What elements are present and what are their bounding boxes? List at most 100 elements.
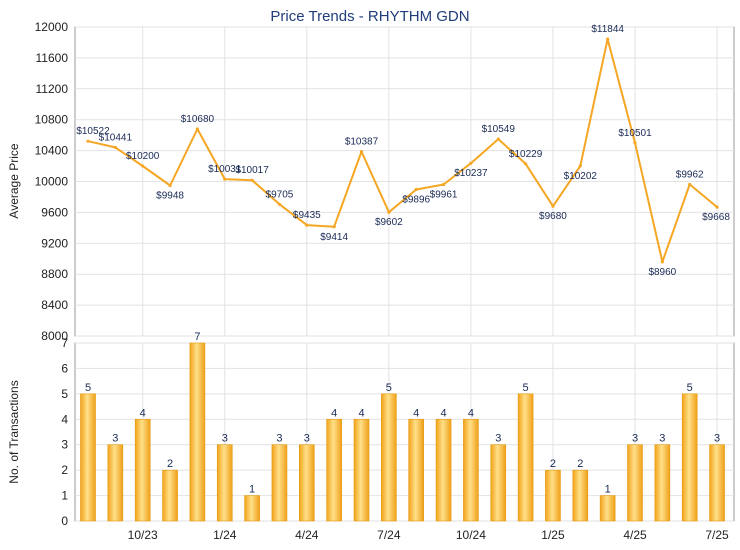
transactions-bar — [107, 444, 124, 522]
transactions-data-label: 4 — [468, 407, 474, 419]
price-point — [578, 164, 582, 168]
price-point — [633, 141, 637, 145]
price-y-tick-label: 9200 — [41, 236, 68, 250]
x-tick-label: 10/24 — [456, 528, 486, 542]
price-point — [168, 183, 172, 188]
transactions-data-label: 5 — [523, 382, 529, 394]
x-tick-label: 10/23 — [128, 528, 158, 542]
transactions-y-tick-label: 0 — [61, 514, 68, 528]
price-point — [359, 150, 364, 154]
transactions-data-label: 5 — [85, 382, 91, 394]
transactions-bar — [627, 444, 643, 522]
transactions-data-label: 4 — [358, 407, 364, 419]
price-point — [606, 37, 610, 41]
transactions-bar — [681, 393, 698, 522]
transactions-bar — [162, 469, 178, 522]
transactions-data-label: 5 — [687, 382, 693, 394]
transactions-data-label: 3 — [659, 433, 665, 445]
price-data-label: $10202 — [564, 171, 598, 182]
transactions-bar — [298, 444, 315, 522]
price-y-axis-label: Average Price — [7, 143, 21, 218]
transactions-data-label: 3 — [495, 433, 501, 445]
price-data-label: $9705 — [266, 189, 294, 200]
price-line — [87, 38, 718, 263]
price-grid — [75, 26, 734, 337]
x-tick-label: 1/24 — [213, 528, 237, 542]
x-axis: 10/23 1/24 4/24 7/24 10/24 1/25 4/25 7/25 — [128, 528, 729, 542]
transactions-bar — [353, 418, 370, 522]
transactions-data-label: 7 — [194, 331, 200, 343]
price-y-tick-label: 8800 — [41, 267, 68, 281]
transactions-data-label: 2 — [550, 458, 556, 470]
price-y-tick-label: 11600 — [36, 51, 69, 65]
transactions-bar — [463, 418, 479, 522]
price-data-label: $9962 — [676, 169, 704, 180]
transactions-data-label: 3 — [714, 433, 720, 445]
price-data-label: $11844 — [591, 24, 624, 35]
price-data-label: $10501 — [618, 128, 652, 139]
transactions-data-label: 4 — [413, 407, 419, 419]
price-data-label: $9896 — [402, 195, 430, 206]
price-data-label: $10229 — [509, 149, 543, 160]
transactions-bar — [435, 418, 452, 522]
price-data-label: $10441 — [99, 132, 133, 143]
x-tick-label: 7/25 — [705, 528, 729, 542]
transactions-y-tick-label: 1 — [61, 489, 68, 503]
price-y-tick-label: 8400 — [41, 298, 68, 312]
x-tick-label: 4/25 — [623, 528, 647, 542]
chart-title: Price Trends - RHYTHM GDN — [270, 8, 469, 25]
transactions-plot-area — [74, 342, 735, 522]
transactions-y-tick-label: 4 — [61, 412, 68, 426]
price-point — [250, 178, 254, 182]
transactions-y-axis: 0 1 2 3 4 5 6 7 — [61, 336, 68, 528]
price-point — [277, 202, 282, 206]
price-point — [715, 205, 719, 209]
price-data-label: $10549 — [482, 124, 516, 135]
price-y-tick-label: 11200 — [36, 82, 69, 96]
transactions-bar — [134, 418, 151, 522]
price-point — [496, 137, 500, 141]
price-point — [660, 260, 664, 264]
price-y-axis: 8000 8400 8800 9200 9600 10000 10400 10800 11200… — [35, 20, 69, 343]
price-point — [223, 177, 227, 181]
transactions-bar — [654, 444, 671, 522]
transactions-data-label: 3 — [112, 433, 118, 445]
price-data-label: $9961 — [430, 190, 458, 201]
price-data-label: $9602 — [375, 217, 403, 228]
price-line-series: $10522$10441 $10200 $9948 $10680 $10031$1001… — [76, 24, 730, 278]
transactions-data-label: 4 — [140, 407, 146, 419]
transactions-data-label: 4 — [440, 407, 446, 419]
x-tick-label: 1/25 — [541, 528, 565, 542]
transactions-data-label: 4 — [331, 407, 337, 419]
x-tick-label: 4/24 — [295, 528, 319, 542]
transactions-y-tick-label: 5 — [61, 387, 68, 401]
transactions-bar — [545, 469, 561, 522]
transactions-bar — [80, 393, 96, 522]
price-point — [86, 139, 90, 143]
transactions-bar — [271, 444, 288, 522]
price-data-label: $10680 — [181, 114, 215, 125]
transactions-data-label: 1 — [605, 484, 611, 496]
price-y-tick-label: 9600 — [41, 205, 68, 219]
transactions-data-label: 3 — [222, 433, 228, 445]
transactions-data-label: 3 — [632, 433, 638, 445]
price-y-tick-label: 8000 — [41, 329, 68, 343]
transactions-bar — [709, 444, 725, 522]
price-point — [305, 223, 309, 227]
price-y-tick-label: 10800 — [35, 113, 69, 127]
price-point — [441, 182, 446, 187]
price-data-label: $9414 — [320, 232, 348, 243]
transactions-data-label: 2 — [577, 458, 583, 470]
transactions-bar — [244, 495, 260, 522]
transactions-bar — [572, 469, 589, 522]
price-point — [414, 187, 418, 192]
price-point — [332, 225, 336, 229]
price-point — [524, 162, 528, 166]
transactions-y-tick-label: 2 — [61, 463, 68, 477]
transactions-y-axis-label: No. of Transactions — [7, 380, 21, 483]
transactions-bar — [326, 418, 342, 522]
price-point — [387, 210, 391, 214]
transactions-bar — [381, 393, 397, 522]
